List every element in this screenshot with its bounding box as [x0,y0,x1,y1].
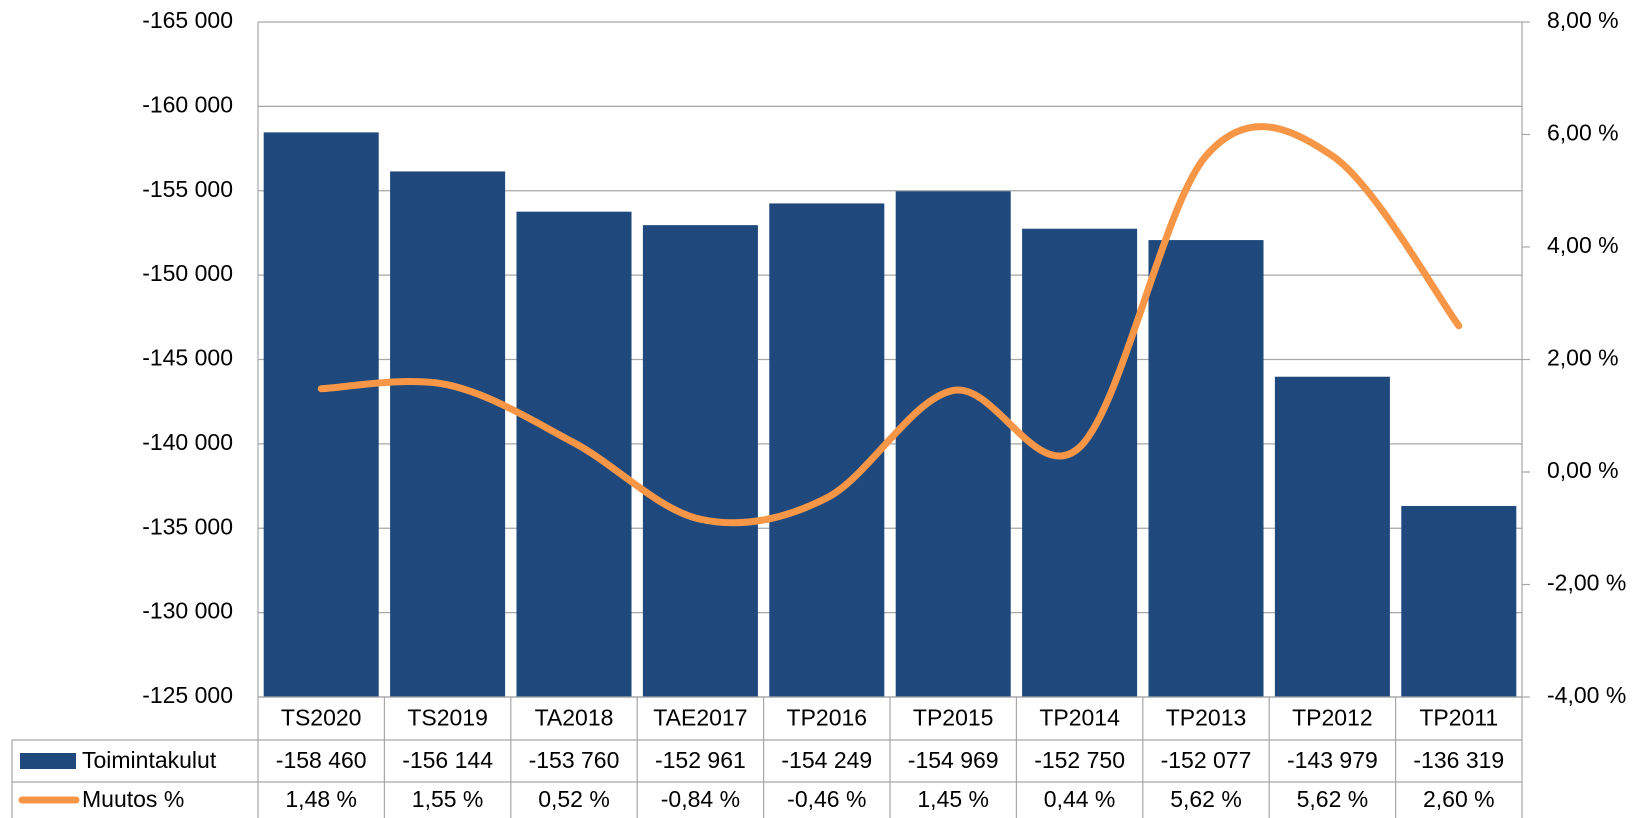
y2-tick-label: 2,00 % [1547,345,1619,371]
legend-swatch [20,753,76,769]
table-value: 5,62 % [1170,786,1242,812]
bar [642,225,758,697]
table-value: 1,55 % [412,786,484,812]
bar [769,203,885,697]
table-value: 0,44 % [1044,786,1116,812]
legend-label: Toimintakulut [82,747,217,773]
table-value: -0,46 % [787,786,866,812]
y-tick-label: -155 000 [142,176,233,202]
x-tick-label: TS2020 [281,705,362,731]
bar [1148,240,1264,697]
table-value: -152 750 [1034,747,1125,773]
y-tick-label: -150 000 [142,260,233,286]
x-tick-label: TP2015 [913,705,994,731]
y2-tick-label: -4,00 % [1547,682,1626,708]
line [317,123,1463,527]
x-tick-label: TP2012 [1292,705,1373,731]
table-value: -154 249 [781,747,872,773]
table-value: 1,48 % [285,786,357,812]
table-value: -136 319 [1413,747,1504,773]
x-tick-label: TP2016 [787,705,868,731]
y2-tick-label: -2,00 % [1547,570,1626,596]
y2-tick-label: 0,00 % [1547,457,1619,483]
bar [263,132,379,698]
bar [1274,376,1390,697]
y-tick-label: -135 000 [142,513,233,539]
table-value: 2,60 % [1423,786,1495,812]
table-value: 1,45 % [917,786,989,812]
x-tick-label: TP2011 [1419,705,1498,731]
table-value: -154 969 [908,747,999,773]
y2-tick-label: 8,00 % [1547,7,1619,33]
table-value: -152 077 [1161,747,1252,773]
y2-tick-label: 4,00 % [1547,232,1619,258]
y-tick-label: -160 000 [142,91,233,117]
table-value: 0,52 % [538,786,610,812]
x-tick-label: TP2013 [1166,705,1247,731]
y-tick-label: -130 000 [142,598,233,624]
y-tick-label: -140 000 [142,429,233,455]
bar [1401,505,1517,697]
table-value: -156 144 [402,747,493,773]
x-tick-label: TS2019 [407,705,488,731]
table-value: 5,62 % [1297,786,1369,812]
bar [516,211,632,698]
legend-label: Muutos % [82,786,184,812]
bar [895,191,1011,697]
y-tick-label: -145 000 [142,345,233,371]
x-tick-label: TAE2017 [653,705,747,731]
x-tick-label: TA2018 [535,705,614,731]
table-value: -0,84 % [661,786,740,812]
table-value: -152 961 [655,747,746,773]
bar [390,171,506,697]
table-value: -158 460 [276,747,367,773]
y-tick-label: -125 000 [142,682,233,708]
y-tick-label: -165 000 [142,7,233,33]
bar [1022,228,1138,697]
x-tick-label: TP2014 [1039,705,1120,731]
y2-tick-label: 6,00 % [1547,120,1619,146]
table-value: -143 979 [1287,747,1378,773]
table-value: -153 760 [529,747,620,773]
